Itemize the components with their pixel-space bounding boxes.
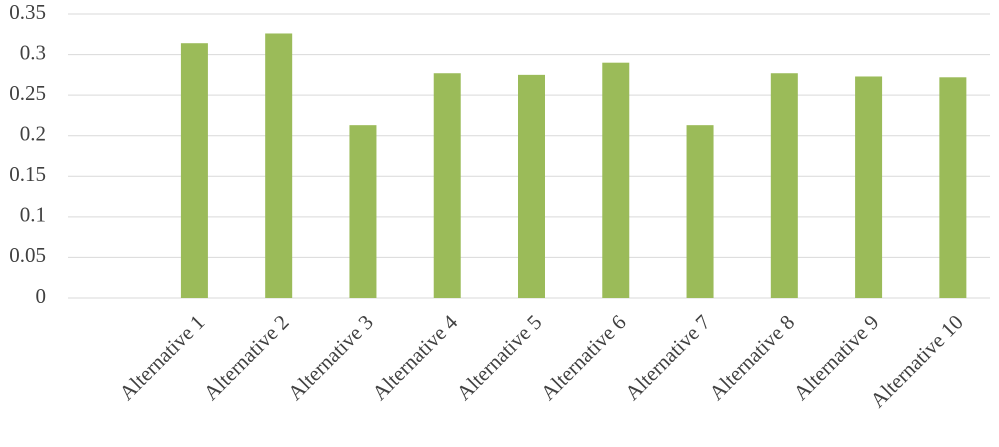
y-tick-label: 0.1 (20, 203, 46, 227)
x-tick-label: Alternative 6 (536, 310, 631, 405)
x-tick-label: Alternative 3 (283, 310, 378, 405)
x-tick-label: Alternative 8 (704, 310, 799, 405)
bar (180, 43, 208, 299)
bar (433, 73, 461, 298)
x-tick-label: Alternative 7 (620, 310, 715, 405)
x-tick-label: Alternative 1 (114, 310, 209, 405)
y-tick-label: 0.05 (9, 243, 46, 267)
bar (686, 125, 714, 298)
bar (855, 76, 883, 298)
bar (349, 125, 377, 298)
bar (770, 73, 798, 298)
x-tick-label: Alternative 5 (452, 310, 547, 405)
bar (518, 74, 545, 298)
bar (265, 33, 293, 299)
x-tick-label: Alternative 4 (367, 310, 462, 405)
bar (602, 62, 630, 298)
y-tick-label: 0.25 (9, 81, 46, 105)
y-tick-label: 0.3 (20, 40, 46, 64)
y-tick-label: 0.35 (9, 0, 46, 24)
x-tick-label: Alternative 2 (199, 310, 294, 405)
y-tick-label: 0.15 (9, 162, 46, 186)
y-tick-label: 0.2 (20, 122, 46, 146)
y-tick-label: 0 (36, 284, 47, 308)
bar (939, 77, 967, 298)
